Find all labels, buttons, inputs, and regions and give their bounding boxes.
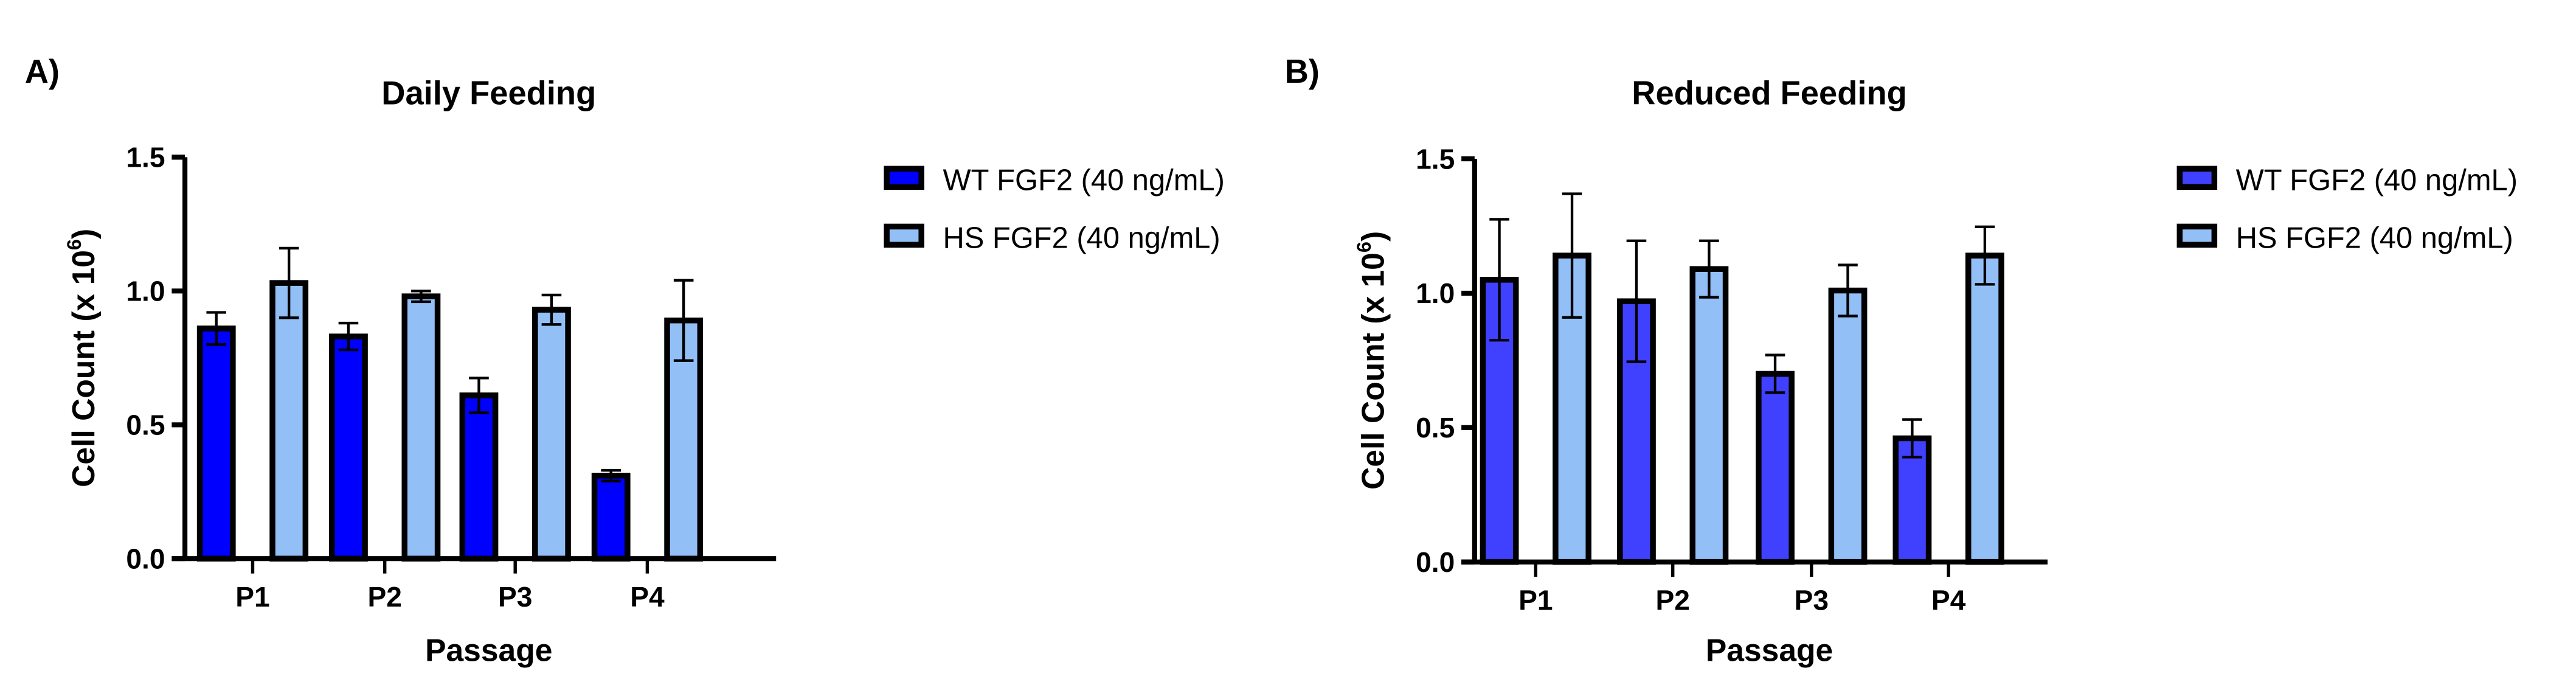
y-tick-label: 1.5	[1416, 143, 1455, 175]
bar	[1756, 371, 1795, 565]
x-tick-label: P1	[235, 581, 269, 613]
bar	[401, 293, 441, 562]
y-tick-label: 0.0	[126, 543, 165, 575]
x-axis-label: Passage	[1706, 633, 1833, 668]
x-tick-label: P2	[367, 581, 401, 613]
legend-label: HS FGF2 (40 ng/mL)	[943, 222, 1220, 255]
legend-swatch	[884, 223, 924, 248]
panel-label: B)	[1285, 53, 1320, 90]
legend-swatch	[884, 165, 924, 190]
x-tick-label: P2	[1655, 584, 1689, 616]
y-tick-label: 1.0	[126, 276, 165, 307]
bar	[329, 333, 368, 562]
y-axis-label: Cell Count (x 106)	[63, 229, 101, 487]
chart-panel-b: B) Reduced Feeding 0.0 0.5 1.0 1.5 Cell Count …	[1285, 53, 2518, 667]
bar	[269, 280, 309, 562]
x-axis-label: Passage	[425, 633, 552, 668]
bar	[196, 325, 236, 562]
x-tick-label: P4	[630, 581, 665, 613]
y-tick-label: 0.0	[1416, 546, 1455, 578]
bar	[532, 307, 571, 562]
y-tick-label: 1.5	[126, 142, 165, 173]
x-tick-label: P3	[498, 581, 532, 613]
legend-label: WT FGF2 (40 ng/mL)	[2236, 164, 2518, 197]
y-axis-label: Cell Count (x 106)	[1353, 231, 1391, 490]
chart-panel-a: A) Daily Feeding 0.0 0.5 1.0 1.5 Cell Count (x…	[25, 53, 1225, 667]
bar	[459, 392, 499, 562]
y-tick-label: 0.5	[126, 409, 165, 441]
legend-label: WT FGF2 (40 ng/mL)	[943, 164, 1224, 197]
panel-label: A)	[25, 53, 60, 90]
x-tick-label: P3	[1795, 584, 1829, 616]
bar	[591, 473, 631, 562]
chart-title: Reduced Feeding	[1632, 74, 1907, 111]
legend-swatch	[2176, 223, 2218, 248]
y-tick-label: 0.5	[1416, 412, 1455, 444]
y-tick-label: 1.0	[1416, 277, 1455, 309]
bar	[1828, 287, 1868, 565]
legend-swatch	[2176, 165, 2218, 190]
x-tick-label: P1	[1518, 584, 1553, 616]
bar	[1689, 266, 1729, 565]
legend-label: HS FGF2 (40 ng/mL)	[2236, 222, 2513, 255]
bar	[1965, 252, 2004, 565]
chart-title: Daily Feeding	[381, 74, 596, 111]
x-tick-label: P4	[1931, 584, 1966, 616]
